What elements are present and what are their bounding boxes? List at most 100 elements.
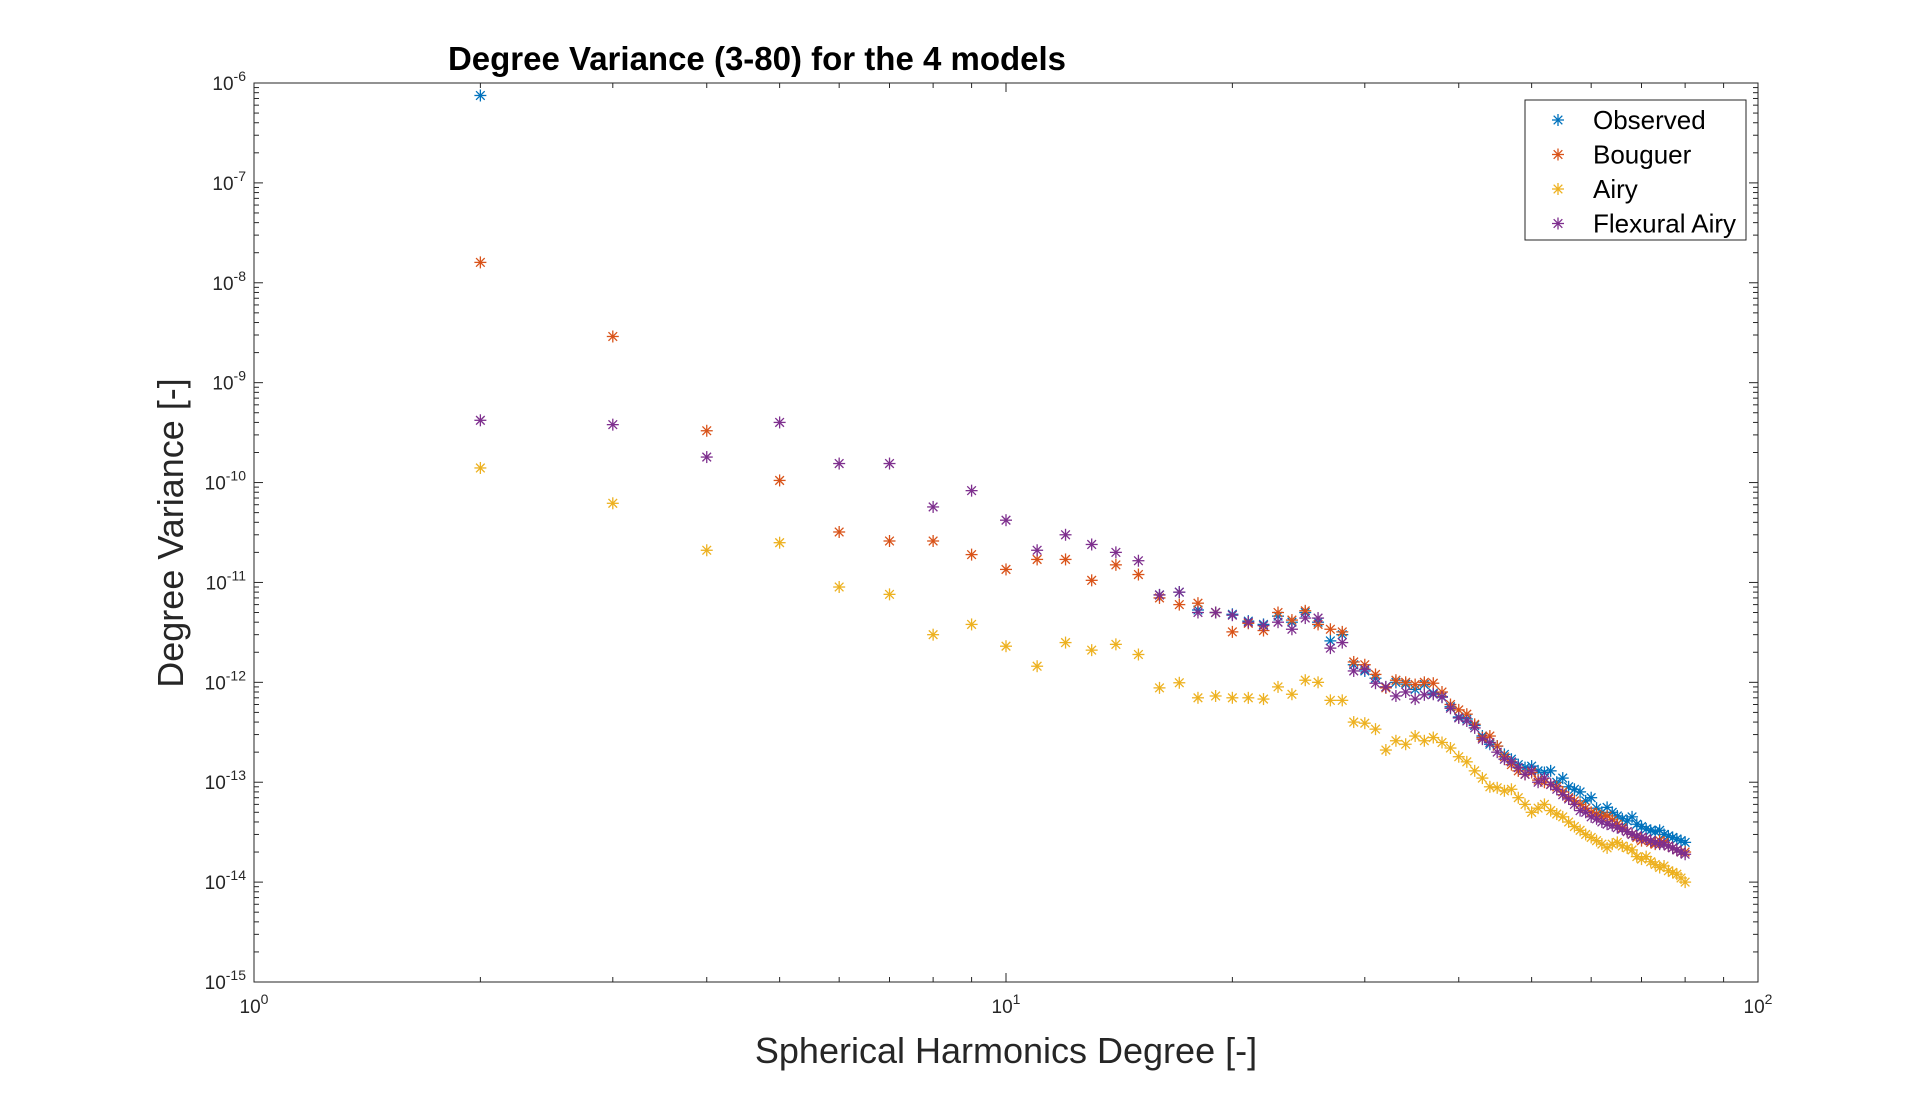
data-point bbox=[1285, 623, 1298, 636]
marker-stroke bbox=[1636, 832, 1647, 843]
data-point bbox=[1226, 625, 1239, 638]
marker-stroke bbox=[1370, 678, 1381, 688]
marker-stroke bbox=[928, 502, 938, 512]
data-point bbox=[773, 474, 786, 487]
marker-stroke bbox=[1469, 766, 1480, 776]
data-point bbox=[1389, 734, 1402, 747]
data-point bbox=[1435, 691, 1448, 704]
marker-stroke bbox=[1672, 845, 1682, 855]
legend-entry-label: Flexural Airy bbox=[1593, 209, 1736, 239]
legend-entry-label: Airy bbox=[1593, 174, 1638, 204]
y-tick-label: 10-12 bbox=[205, 667, 247, 694]
marker-stroke bbox=[1437, 737, 1447, 748]
marker-stroke bbox=[1419, 735, 1430, 746]
data-point bbox=[1132, 568, 1145, 581]
data-point bbox=[1173, 676, 1186, 689]
marker-stroke bbox=[1676, 847, 1686, 857]
data-point bbox=[1031, 660, 1044, 673]
data-point bbox=[1519, 798, 1532, 811]
data-point bbox=[1109, 546, 1122, 559]
data-point bbox=[1460, 755, 1473, 768]
marker-stroke bbox=[1551, 809, 1562, 819]
data-point bbox=[474, 89, 487, 102]
data-point bbox=[1209, 606, 1222, 619]
data-point bbox=[1427, 688, 1440, 701]
data-point bbox=[700, 451, 713, 464]
marker-stroke bbox=[1428, 678, 1439, 688]
legend-marker bbox=[1552, 217, 1564, 230]
data-point bbox=[1324, 634, 1337, 647]
data-point bbox=[883, 534, 896, 547]
marker-stroke bbox=[1111, 639, 1121, 650]
data-point bbox=[1257, 619, 1270, 632]
marker-stroke bbox=[1622, 843, 1632, 853]
marker-stroke bbox=[1410, 694, 1420, 704]
marker-stroke bbox=[1313, 677, 1323, 688]
marker-stroke bbox=[1506, 784, 1517, 795]
data-point bbox=[606, 418, 619, 431]
marker-stroke bbox=[1607, 839, 1618, 849]
marker-stroke bbox=[1400, 677, 1411, 688]
marker-stroke bbox=[1663, 841, 1674, 851]
marker-stroke bbox=[1258, 694, 1269, 704]
data-point bbox=[1525, 806, 1538, 819]
data-point bbox=[773, 536, 786, 549]
marker-stroke bbox=[475, 415, 486, 426]
marker-stroke bbox=[1617, 824, 1628, 834]
legend-marker bbox=[1552, 148, 1564, 161]
y-tick-label: 10-15 bbox=[205, 967, 247, 994]
marker-stroke bbox=[1602, 843, 1612, 853]
marker-stroke bbox=[1370, 724, 1381, 734]
marker-stroke bbox=[1597, 817, 1607, 827]
marker-stroke bbox=[1553, 218, 1563, 229]
marker-stroke bbox=[1370, 669, 1381, 680]
marker-stroke bbox=[1485, 737, 1495, 748]
data-marks bbox=[474, 89, 1692, 889]
data-point bbox=[1031, 544, 1044, 557]
marker-stroke bbox=[834, 527, 844, 537]
data-point bbox=[1525, 764, 1538, 777]
marker-stroke bbox=[1520, 799, 1530, 810]
marker-stroke bbox=[1111, 560, 1121, 570]
marker-stroke bbox=[1499, 754, 1510, 764]
data-point bbox=[1435, 736, 1448, 749]
marker-stroke bbox=[1410, 731, 1420, 741]
marker-stroke bbox=[1453, 751, 1464, 762]
marker-stroke bbox=[1462, 757, 1472, 767]
marker-stroke bbox=[1032, 545, 1042, 556]
marker-stroke bbox=[834, 458, 844, 469]
legend-entry-label: Observed bbox=[1593, 105, 1706, 135]
data-point bbox=[1242, 616, 1255, 629]
data-point bbox=[1369, 677, 1382, 690]
marker-stroke bbox=[701, 452, 712, 462]
data-point bbox=[1379, 680, 1392, 693]
data-point bbox=[1427, 677, 1440, 690]
data-point bbox=[1358, 663, 1371, 676]
data-point bbox=[1409, 730, 1422, 743]
data-point bbox=[1085, 644, 1098, 657]
data-point bbox=[1226, 691, 1239, 704]
x-tick-label: 100 bbox=[240, 991, 269, 1018]
y-tick-label: 10-9 bbox=[212, 368, 246, 395]
marker-stroke bbox=[1300, 675, 1311, 685]
marker-stroke bbox=[1663, 865, 1674, 876]
data-point bbox=[1336, 636, 1349, 649]
marker-stroke bbox=[608, 419, 618, 430]
marker-stroke bbox=[1060, 530, 1071, 540]
data-point bbox=[1544, 778, 1557, 791]
marker-stroke bbox=[1227, 693, 1238, 703]
marker-stroke bbox=[1612, 811, 1623, 821]
marker-stroke bbox=[1258, 620, 1269, 631]
marker-stroke bbox=[1667, 843, 1678, 853]
data-point bbox=[1272, 616, 1285, 629]
marker-stroke bbox=[1111, 547, 1121, 558]
marker-stroke bbox=[1492, 782, 1502, 793]
data-point bbox=[1532, 776, 1545, 789]
marker-stroke bbox=[1586, 792, 1596, 803]
data-point bbox=[1556, 772, 1569, 785]
data-point bbox=[927, 628, 940, 641]
data-point bbox=[1679, 848, 1692, 861]
marker-stroke bbox=[1453, 713, 1464, 723]
marker-stroke bbox=[1513, 762, 1524, 773]
